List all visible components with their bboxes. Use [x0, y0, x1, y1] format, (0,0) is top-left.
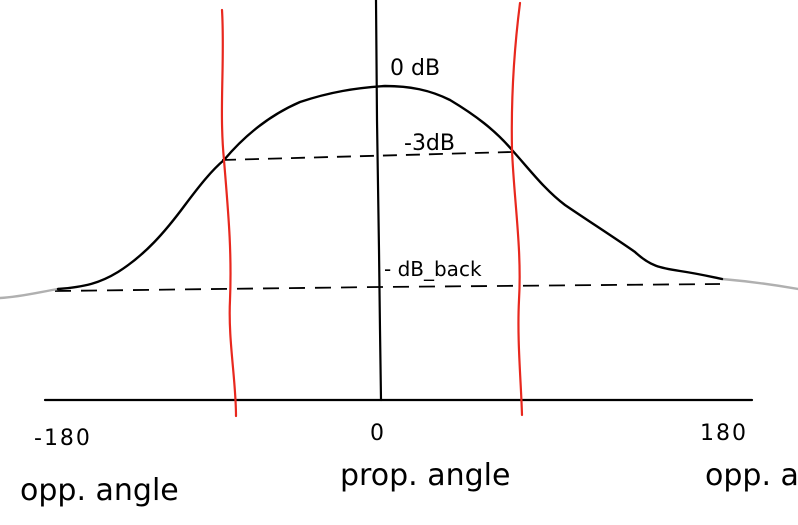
db-back-dashed-line	[54, 283, 721, 292]
beam-pattern-curve	[56, 84, 724, 291]
tick-label-zero: 0	[370, 421, 386, 446]
curve-faded-right-tail	[720, 277, 798, 291]
center-axis-caption: prop. angle	[340, 458, 510, 493]
left-beam-edge-line	[220, 8, 238, 418]
zero-db-label: 0 dB	[390, 56, 440, 81]
right-axis-caption: opp. a.	[705, 458, 798, 493]
vertical-axis	[374, 0, 383, 402]
curve-faded-left-tail	[0, 287, 60, 300]
db-back-label: - dB_back	[384, 257, 482, 281]
right-beam-edge-line	[510, 1, 524, 417]
tick-label-180: 180	[700, 421, 748, 446]
tick-label-minus-180: -180	[34, 426, 92, 451]
left-axis-caption: opp. angle	[20, 473, 179, 508]
minus-3db-dashed-line	[221, 151, 513, 161]
minus-3db-label: -3dB	[404, 131, 455, 156]
